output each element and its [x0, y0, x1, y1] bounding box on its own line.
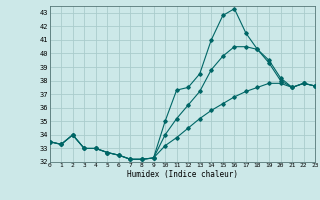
X-axis label: Humidex (Indice chaleur): Humidex (Indice chaleur) — [127, 170, 238, 179]
